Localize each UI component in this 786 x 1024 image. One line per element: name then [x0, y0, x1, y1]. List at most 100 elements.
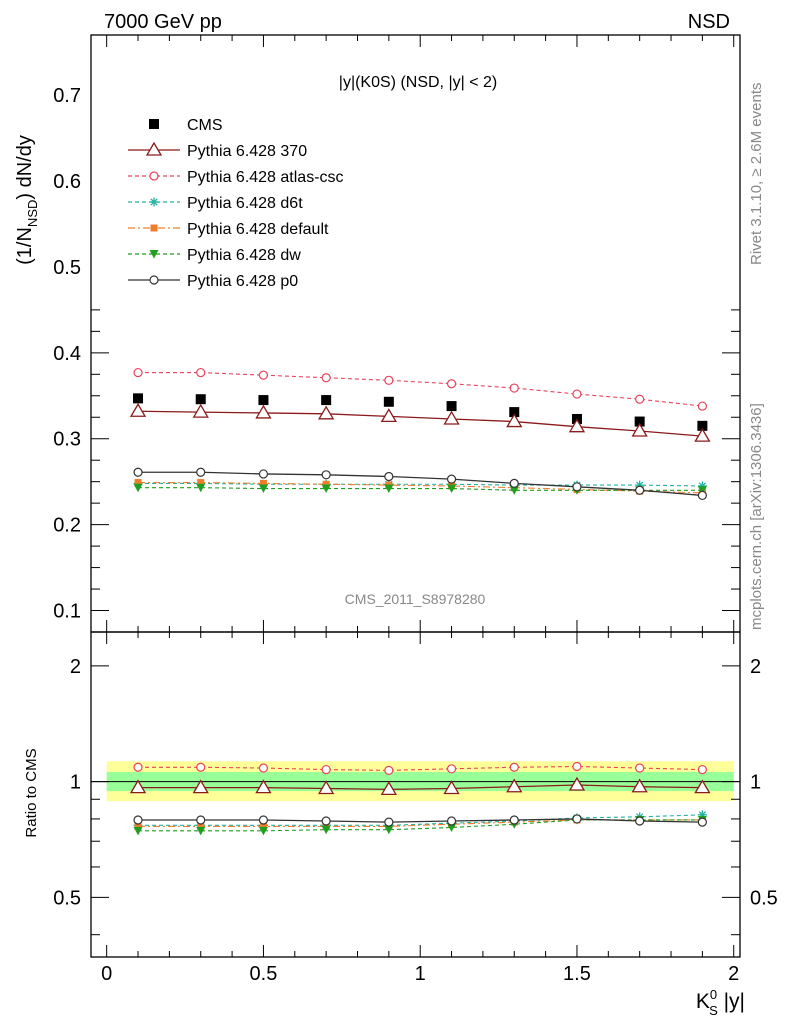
- data-point: [380, 781, 397, 796]
- ratio-y-tick-label-right: 0.5: [750, 887, 778, 909]
- main-series-6: [133, 467, 707, 501]
- data-point: [509, 407, 520, 418]
- y-tick-label: 0.7: [53, 85, 81, 107]
- ratio-series-line: [138, 784, 703, 791]
- data-point: [446, 764, 457, 774]
- ratio-y-tick-label-right: 1: [750, 772, 761, 794]
- main-series-2: [133, 367, 707, 411]
- data-point: [509, 383, 519, 393]
- data-point: [196, 815, 206, 825]
- ratio-y-tick-label: 1: [70, 772, 81, 794]
- data-point: [635, 763, 645, 773]
- legend-entry: Pythia 6.428 atlas-csc: [128, 169, 344, 186]
- y-tick-label: 0.6: [53, 171, 81, 193]
- legend-label: Pythia 6.428 dw: [187, 247, 301, 264]
- header-left: 7000 GeV pp: [104, 11, 222, 33]
- data-point: [196, 762, 206, 772]
- data-point: [509, 762, 519, 772]
- data-point: [447, 823, 457, 832]
- data-point: [697, 490, 707, 501]
- data-point: [258, 826, 268, 836]
- data-point: [196, 826, 206, 836]
- ratio-y-tick-label-right: 2: [750, 656, 761, 678]
- data-point: [446, 816, 457, 826]
- main-series-line: [138, 471, 703, 497]
- legend-label: Pythia 6.428 default: [187, 221, 329, 238]
- data-point: [134, 822, 142, 830]
- data-point: [572, 482, 582, 492]
- side-text-bottom: mcplots.cern.ch [arXiv:1306.3436]: [748, 403, 765, 630]
- data-point: [631, 422, 648, 437]
- data-point: [384, 765, 394, 775]
- data-point: [133, 467, 143, 477]
- data-point: [509, 815, 519, 825]
- data-point: [149, 119, 159, 129]
- x-tick-label: 1.5: [563, 963, 591, 985]
- data-point: [196, 367, 206, 378]
- x-tick-label: 1: [415, 963, 426, 985]
- legend-entry: Pythia 6.428 dw: [128, 247, 301, 264]
- y-tick-label: 0.3: [53, 429, 81, 451]
- data-point: [321, 825, 331, 835]
- ratio-series-line: [138, 818, 703, 823]
- data-point: [572, 761, 582, 772]
- ratio-series-line: [138, 814, 703, 826]
- data-point: [321, 470, 331, 480]
- ratio-y-tick-label: 2: [70, 656, 81, 678]
- legend-entry: Pythia 6.428 d6t: [128, 195, 303, 212]
- data-point: [697, 401, 707, 411]
- main-series-line: [138, 410, 703, 437]
- ratio-series-1: [133, 761, 707, 775]
- main-series-5: [133, 483, 707, 495]
- data-point: [259, 479, 267, 487]
- data-point: [195, 394, 206, 405]
- legend-label: Pythia 6.428 d6t: [187, 195, 303, 212]
- side-text-top: Rivet 3.1.10, ≥ 2.6M events: [748, 83, 765, 266]
- legend-label: Pythia 6.428 p0: [187, 273, 298, 290]
- data-point: [697, 817, 707, 827]
- data-point: [129, 779, 147, 794]
- data-point: [446, 474, 457, 484]
- ratio-ylabel: Ratio to CMS: [23, 748, 40, 837]
- main-series-1: [129, 402, 711, 442]
- data-point: [694, 779, 711, 794]
- ratio-series-0: [129, 776, 711, 796]
- x-axis-label: K0 S |y|: [696, 987, 745, 1018]
- data-point: [509, 478, 519, 488]
- data-point: [383, 396, 394, 407]
- data-point: [133, 367, 143, 378]
- legend-label: Pythia 6.428 370: [187, 143, 307, 160]
- header-right: NSD: [688, 11, 730, 33]
- data-point: [384, 825, 394, 835]
- watermark: CMS_2011_S8978280: [345, 591, 486, 607]
- data-point: [321, 764, 331, 775]
- data-point: [380, 408, 397, 423]
- data-point: [149, 171, 159, 181]
- ratio-frame: [90, 631, 741, 958]
- data-point: [443, 780, 460, 795]
- data-point: [384, 471, 394, 482]
- data-point: [572, 389, 582, 399]
- ratio-series-3: [134, 816, 706, 830]
- data-point: [258, 763, 269, 773]
- data-point: [447, 484, 457, 494]
- legend-entry: Pythia 6.428 default: [128, 221, 329, 238]
- main-series-line: [138, 482, 703, 487]
- data-point: [318, 780, 335, 795]
- data-point: [697, 486, 707, 495]
- data-point: [635, 485, 645, 495]
- data-point: [149, 250, 159, 259]
- data-point: [258, 484, 268, 494]
- data-point: [506, 778, 523, 793]
- data-point: [129, 402, 147, 417]
- data-point: [321, 373, 331, 383]
- data-point: [192, 779, 209, 794]
- y-tick-label: 0.5: [53, 257, 81, 279]
- data-point: [133, 393, 144, 404]
- main-title: |y|(K0S) (NSD, |y| < 2): [339, 74, 497, 91]
- data-point: [258, 395, 269, 406]
- data-point: [384, 817, 394, 827]
- data-point: [568, 776, 586, 791]
- data-point: [384, 375, 394, 385]
- x-tick-label: 0: [101, 963, 112, 985]
